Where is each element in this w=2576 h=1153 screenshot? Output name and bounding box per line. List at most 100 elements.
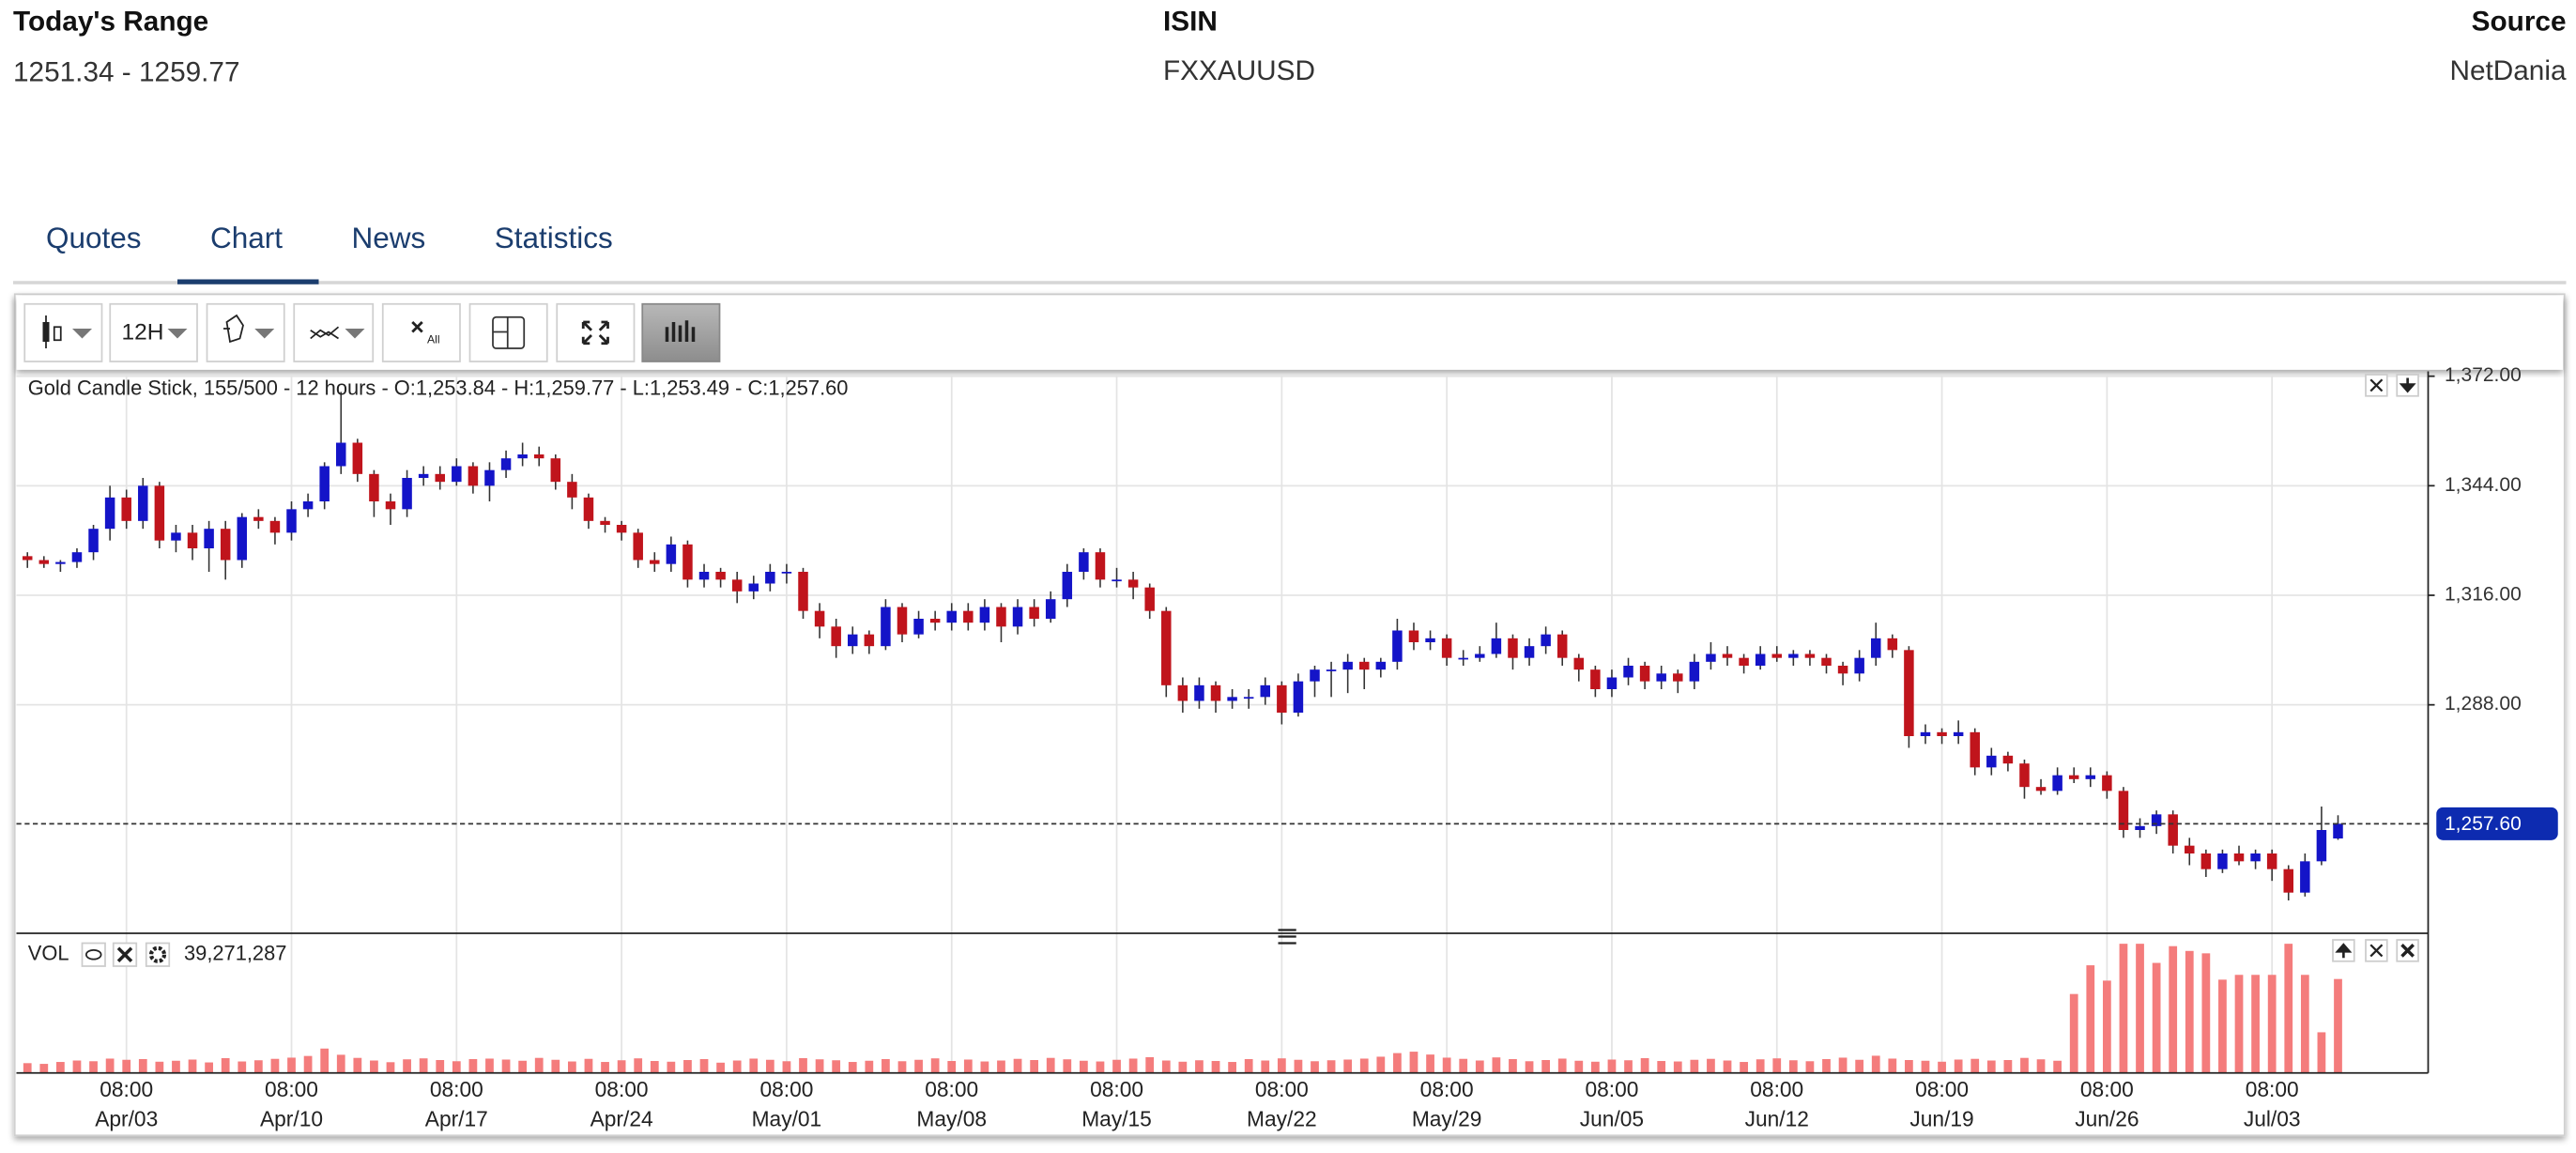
fullscreen-button[interactable] bbox=[556, 302, 636, 362]
candle-body bbox=[500, 458, 512, 470]
volume-bar bbox=[1326, 1060, 1336, 1073]
candle-body bbox=[765, 572, 775, 584]
x-tick-time: 08:00 bbox=[100, 1077, 153, 1101]
volume-bar bbox=[1013, 1058, 1022, 1073]
candle-body bbox=[1904, 650, 1914, 737]
chart-type-button[interactable] bbox=[23, 302, 103, 362]
candle-body bbox=[2068, 775, 2079, 779]
volume-bar bbox=[1673, 1061, 1682, 1073]
candle-body bbox=[352, 442, 363, 474]
candle-body bbox=[798, 572, 808, 611]
volume-bar bbox=[172, 1060, 180, 1073]
candle-body bbox=[2250, 853, 2261, 862]
isin-label: ISIN bbox=[1163, 6, 1218, 37]
tab-active[interactable]: Chart bbox=[210, 221, 283, 254]
volume-icons bbox=[81, 939, 2419, 967]
volume-bar bbox=[1046, 1057, 1055, 1073]
x-tick-time: 08:00 bbox=[1090, 1077, 1143, 1101]
volume-bar bbox=[320, 1048, 330, 1073]
volume-bar bbox=[1590, 1061, 1600, 1073]
candle-body bbox=[1127, 579, 1139, 588]
volume-bar bbox=[2185, 950, 2194, 1073]
candle-body bbox=[2283, 869, 2294, 893]
volume-bar bbox=[1409, 1052, 1418, 1073]
volume-bar bbox=[1178, 1061, 1188, 1073]
volume-bar bbox=[947, 1061, 957, 1073]
volume-bar bbox=[1690, 1059, 1699, 1073]
tab-underline bbox=[177, 279, 319, 284]
candle-body bbox=[1623, 666, 1633, 678]
x-tick-label: Apr/10 bbox=[260, 1107, 323, 1131]
icon bbox=[665, 320, 696, 343]
volume-last-value: 39,271,287 bbox=[184, 942, 286, 965]
candle-body bbox=[1706, 653, 1716, 662]
candle-body bbox=[1920, 731, 1931, 737]
volume-bar bbox=[238, 1061, 247, 1073]
draw-button[interactable] bbox=[206, 302, 285, 362]
candle-body bbox=[2168, 814, 2178, 846]
volume-bar bbox=[253, 1060, 263, 1073]
volume-bar bbox=[716, 1062, 725, 1073]
candle-body bbox=[237, 516, 248, 561]
volume-bar bbox=[1954, 1059, 1963, 1073]
icon bbox=[411, 321, 423, 333]
candle-body bbox=[138, 485, 148, 521]
volume-bar bbox=[732, 1060, 742, 1073]
volume-bar bbox=[914, 1059, 923, 1073]
x-tick-time: 08:00 bbox=[1420, 1077, 1474, 1101]
candle-body bbox=[2102, 775, 2112, 792]
candle-body bbox=[1804, 653, 1816, 658]
isin-value: FXXAUUSD bbox=[1163, 55, 1315, 86]
candle-body bbox=[1441, 638, 1452, 658]
candle-body bbox=[484, 469, 495, 486]
volume-bar bbox=[452, 1061, 461, 1073]
chart-title: Gold Candle Stick, 155/500 - 12 hours - … bbox=[28, 377, 849, 400]
volume-bar bbox=[155, 1061, 164, 1073]
candle-body bbox=[171, 532, 181, 541]
volume-bar bbox=[2169, 945, 2178, 1073]
volume-bar bbox=[765, 1059, 774, 1073]
y-tick-label: 1,372.00 bbox=[2445, 364, 2522, 386]
candle-body bbox=[2118, 791, 2129, 831]
candle-body bbox=[1277, 684, 1287, 714]
volume-bar bbox=[1393, 1053, 1402, 1073]
volume-bar bbox=[1475, 1060, 1484, 1073]
volume-bar bbox=[72, 1060, 82, 1073]
volume-bar bbox=[667, 1061, 676, 1073]
candle-body bbox=[1771, 653, 1783, 658]
candle-body bbox=[517, 454, 528, 459]
tab[interactable]: Statistics bbox=[495, 221, 613, 254]
y-tick-label: 1,316.00 bbox=[2445, 584, 2522, 606]
volume-bar bbox=[122, 1059, 131, 1073]
x-tick-time: 08:00 bbox=[265, 1077, 318, 1101]
candle-body bbox=[1310, 669, 1320, 682]
clear-all-button[interactable] bbox=[381, 302, 461, 362]
candle-body bbox=[1425, 638, 1435, 643]
candle-body bbox=[2085, 775, 2096, 779]
candle-body bbox=[946, 610, 957, 623]
candle-body bbox=[715, 572, 726, 580]
tab[interactable]: News bbox=[352, 221, 426, 254]
candle-body bbox=[1837, 666, 1848, 674]
x-tick-label: Jun/12 bbox=[1745, 1107, 1809, 1131]
icon bbox=[581, 320, 609, 346]
volume-bar bbox=[485, 1058, 494, 1073]
volume-bar bbox=[1970, 1058, 1980, 1073]
candle-body bbox=[1508, 638, 1518, 658]
volume-bar bbox=[782, 1061, 791, 1073]
volume-bar bbox=[1426, 1054, 1434, 1073]
indicator-button[interactable] bbox=[293, 302, 375, 362]
candle-body bbox=[1210, 684, 1221, 701]
tab[interactable]: Quotes bbox=[46, 221, 142, 254]
candle-body bbox=[897, 607, 908, 635]
clear-all-label: All bbox=[427, 332, 440, 346]
resize-handle[interactable] bbox=[1278, 929, 1296, 945]
volume-bar bbox=[23, 1063, 32, 1073]
candle-body bbox=[1673, 673, 1683, 682]
volume-bar bbox=[1657, 1061, 1666, 1073]
volume-bar bbox=[897, 1061, 907, 1073]
volume-bar bbox=[1244, 1058, 1253, 1073]
candle-body bbox=[781, 572, 792, 574]
candle-body bbox=[814, 610, 825, 627]
y-tick-label: 1,288.00 bbox=[2445, 693, 2522, 715]
